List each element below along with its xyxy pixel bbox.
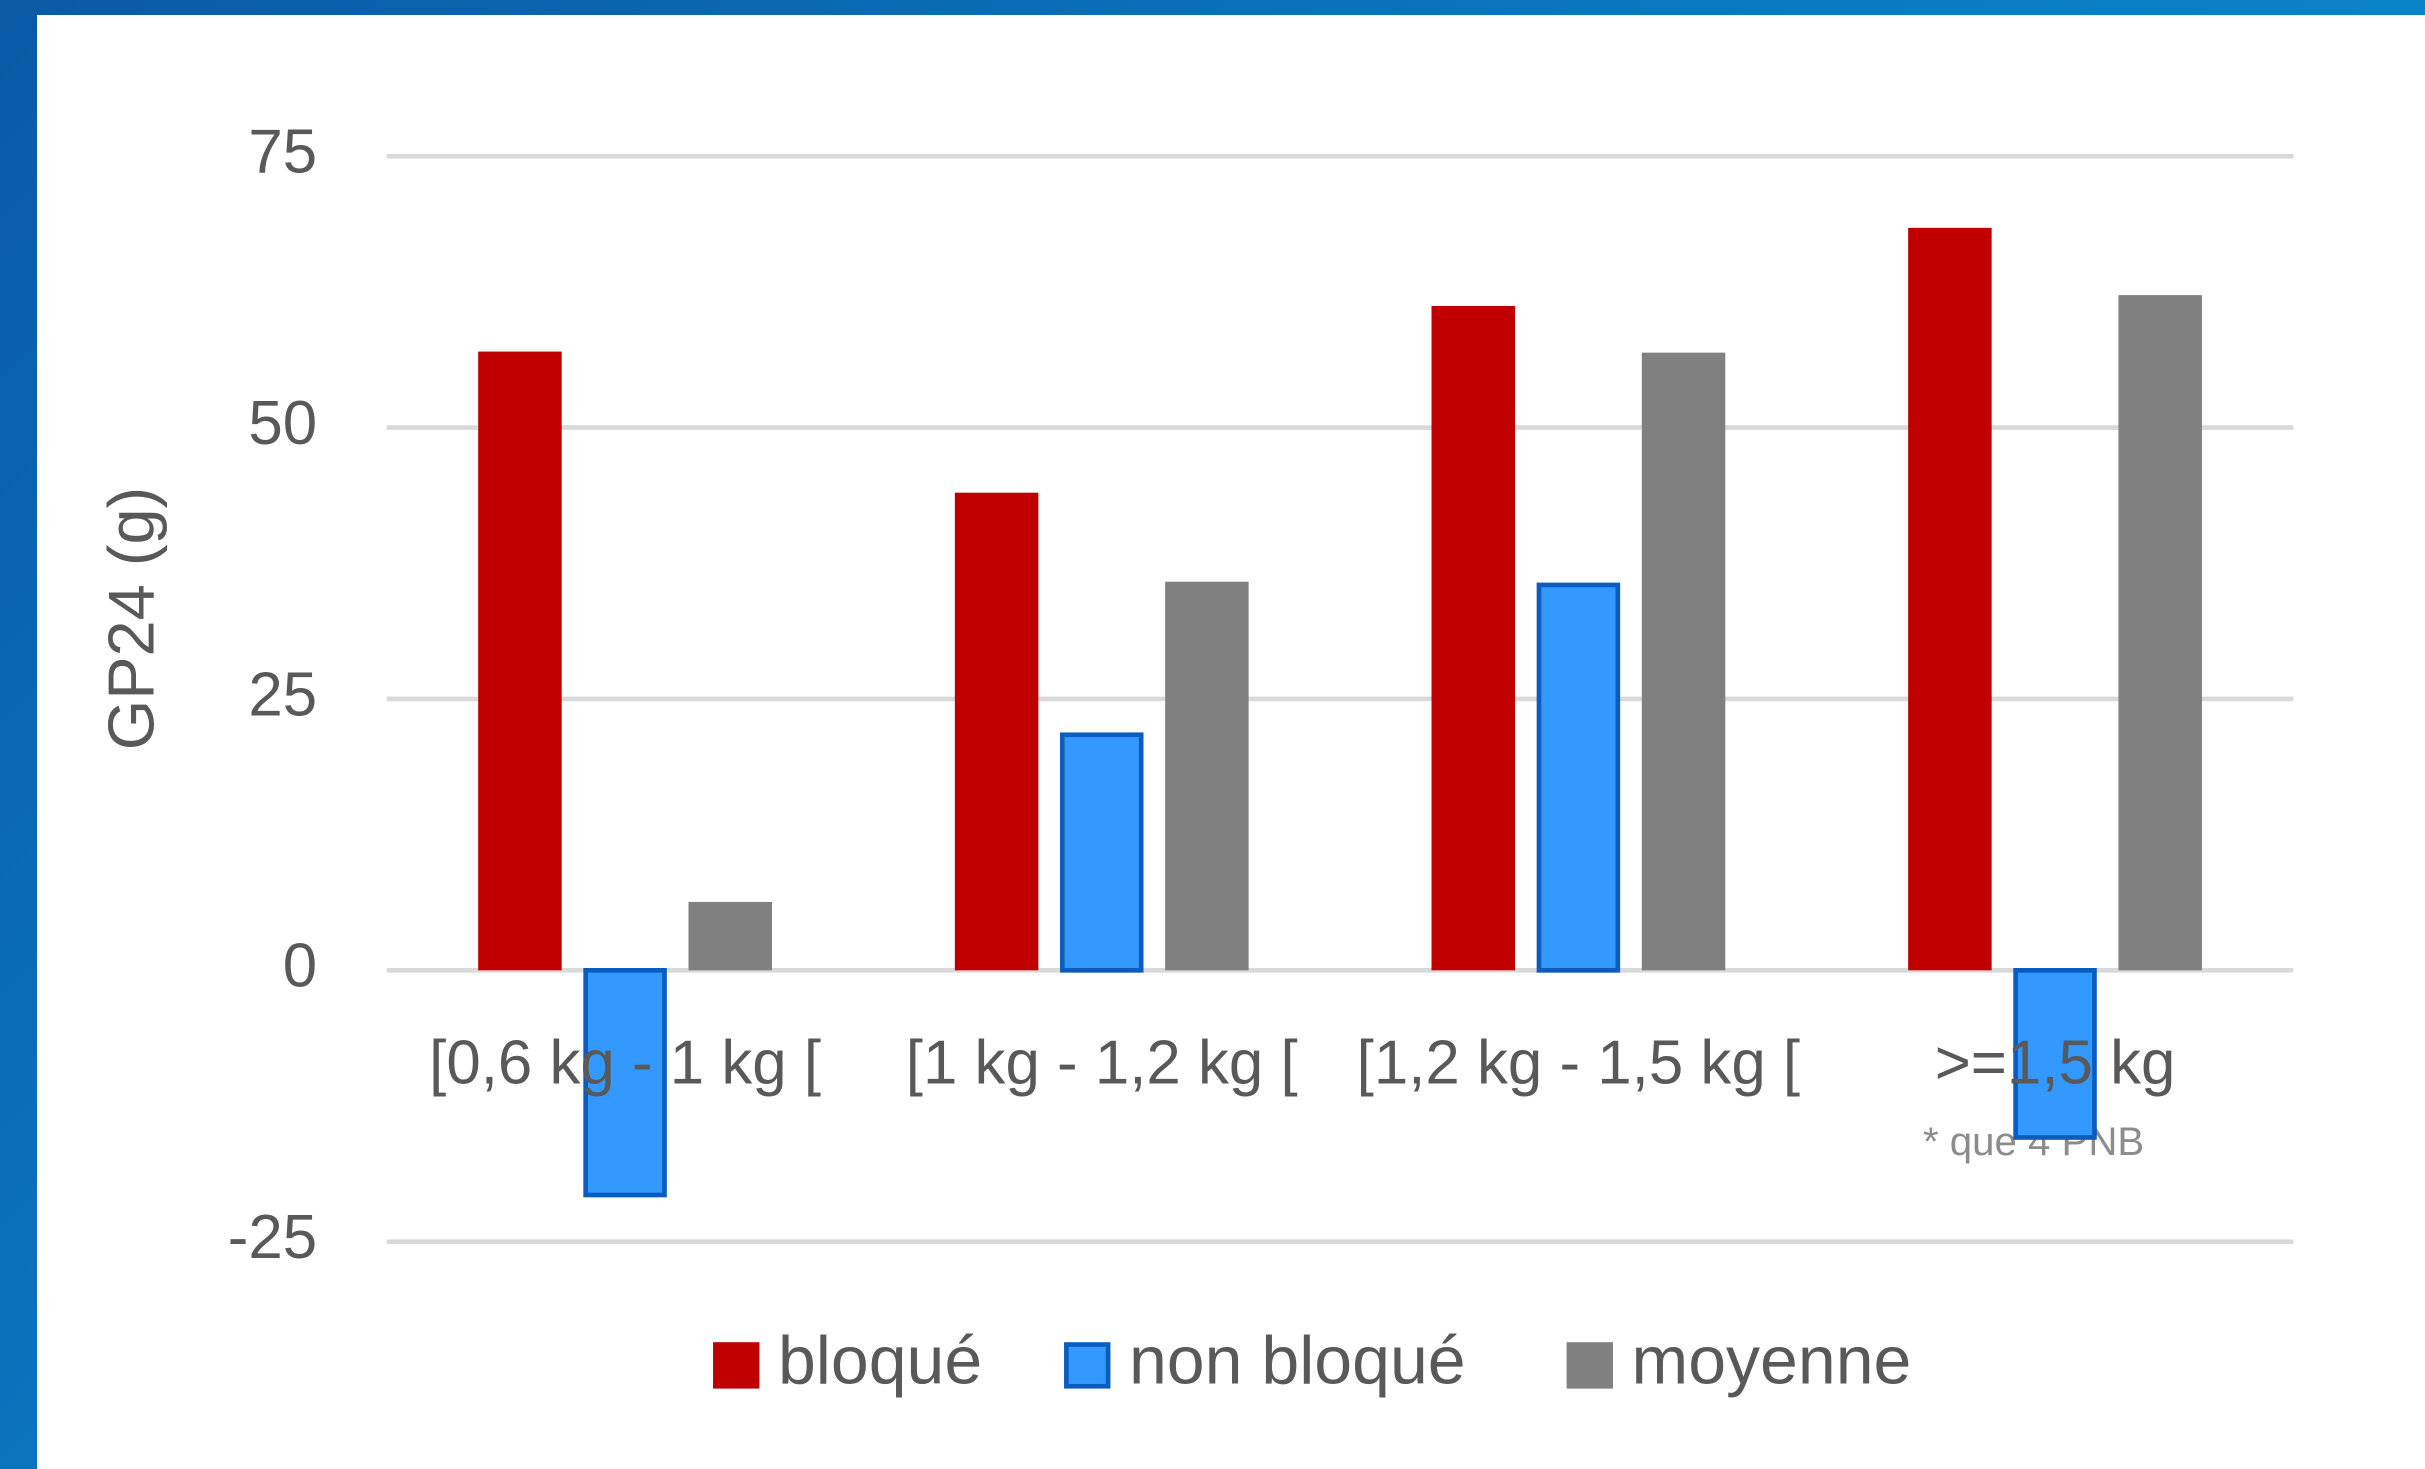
bar <box>1165 581 1249 971</box>
y-tick-label: 25 <box>248 660 317 729</box>
bar <box>2013 967 2097 1140</box>
bar <box>954 492 1039 971</box>
bar <box>1908 227 1992 971</box>
y-axis-title: GP24 (g) <box>94 487 167 750</box>
bar <box>2118 295 2202 971</box>
legend-swatch <box>1566 1342 1613 1389</box>
legend-label: non bloqué <box>1129 1322 1466 1398</box>
y-tick-label: 75 <box>248 118 317 187</box>
bar <box>583 967 667 1198</box>
y-tick-label: 50 <box>248 389 317 458</box>
legend-swatch <box>713 1342 760 1389</box>
x-tick-label: [1,2 kg - 1,5 kg [ <box>1357 1028 1800 1097</box>
x-tick-label: [0,6 kg - 1 kg [ <box>429 1028 821 1097</box>
y-tick-label: -25 <box>228 1203 317 1272</box>
bar <box>1059 732 1144 973</box>
bar <box>688 901 772 971</box>
legend-label: bloqué <box>778 1322 982 1398</box>
y-tick-label: 0 <box>283 932 317 1001</box>
x-tick-label: [1 kg - 1,2 kg [ <box>906 1028 1298 1097</box>
bar <box>1641 352 1726 971</box>
legend-label: moyenne <box>1632 1322 1912 1398</box>
legend-swatch <box>1064 1342 1111 1389</box>
x-tick-label: >=1,5 kg <box>1935 1028 2176 1097</box>
bar <box>1431 305 1515 971</box>
bar <box>478 351 562 971</box>
bar <box>1536 582 1621 973</box>
